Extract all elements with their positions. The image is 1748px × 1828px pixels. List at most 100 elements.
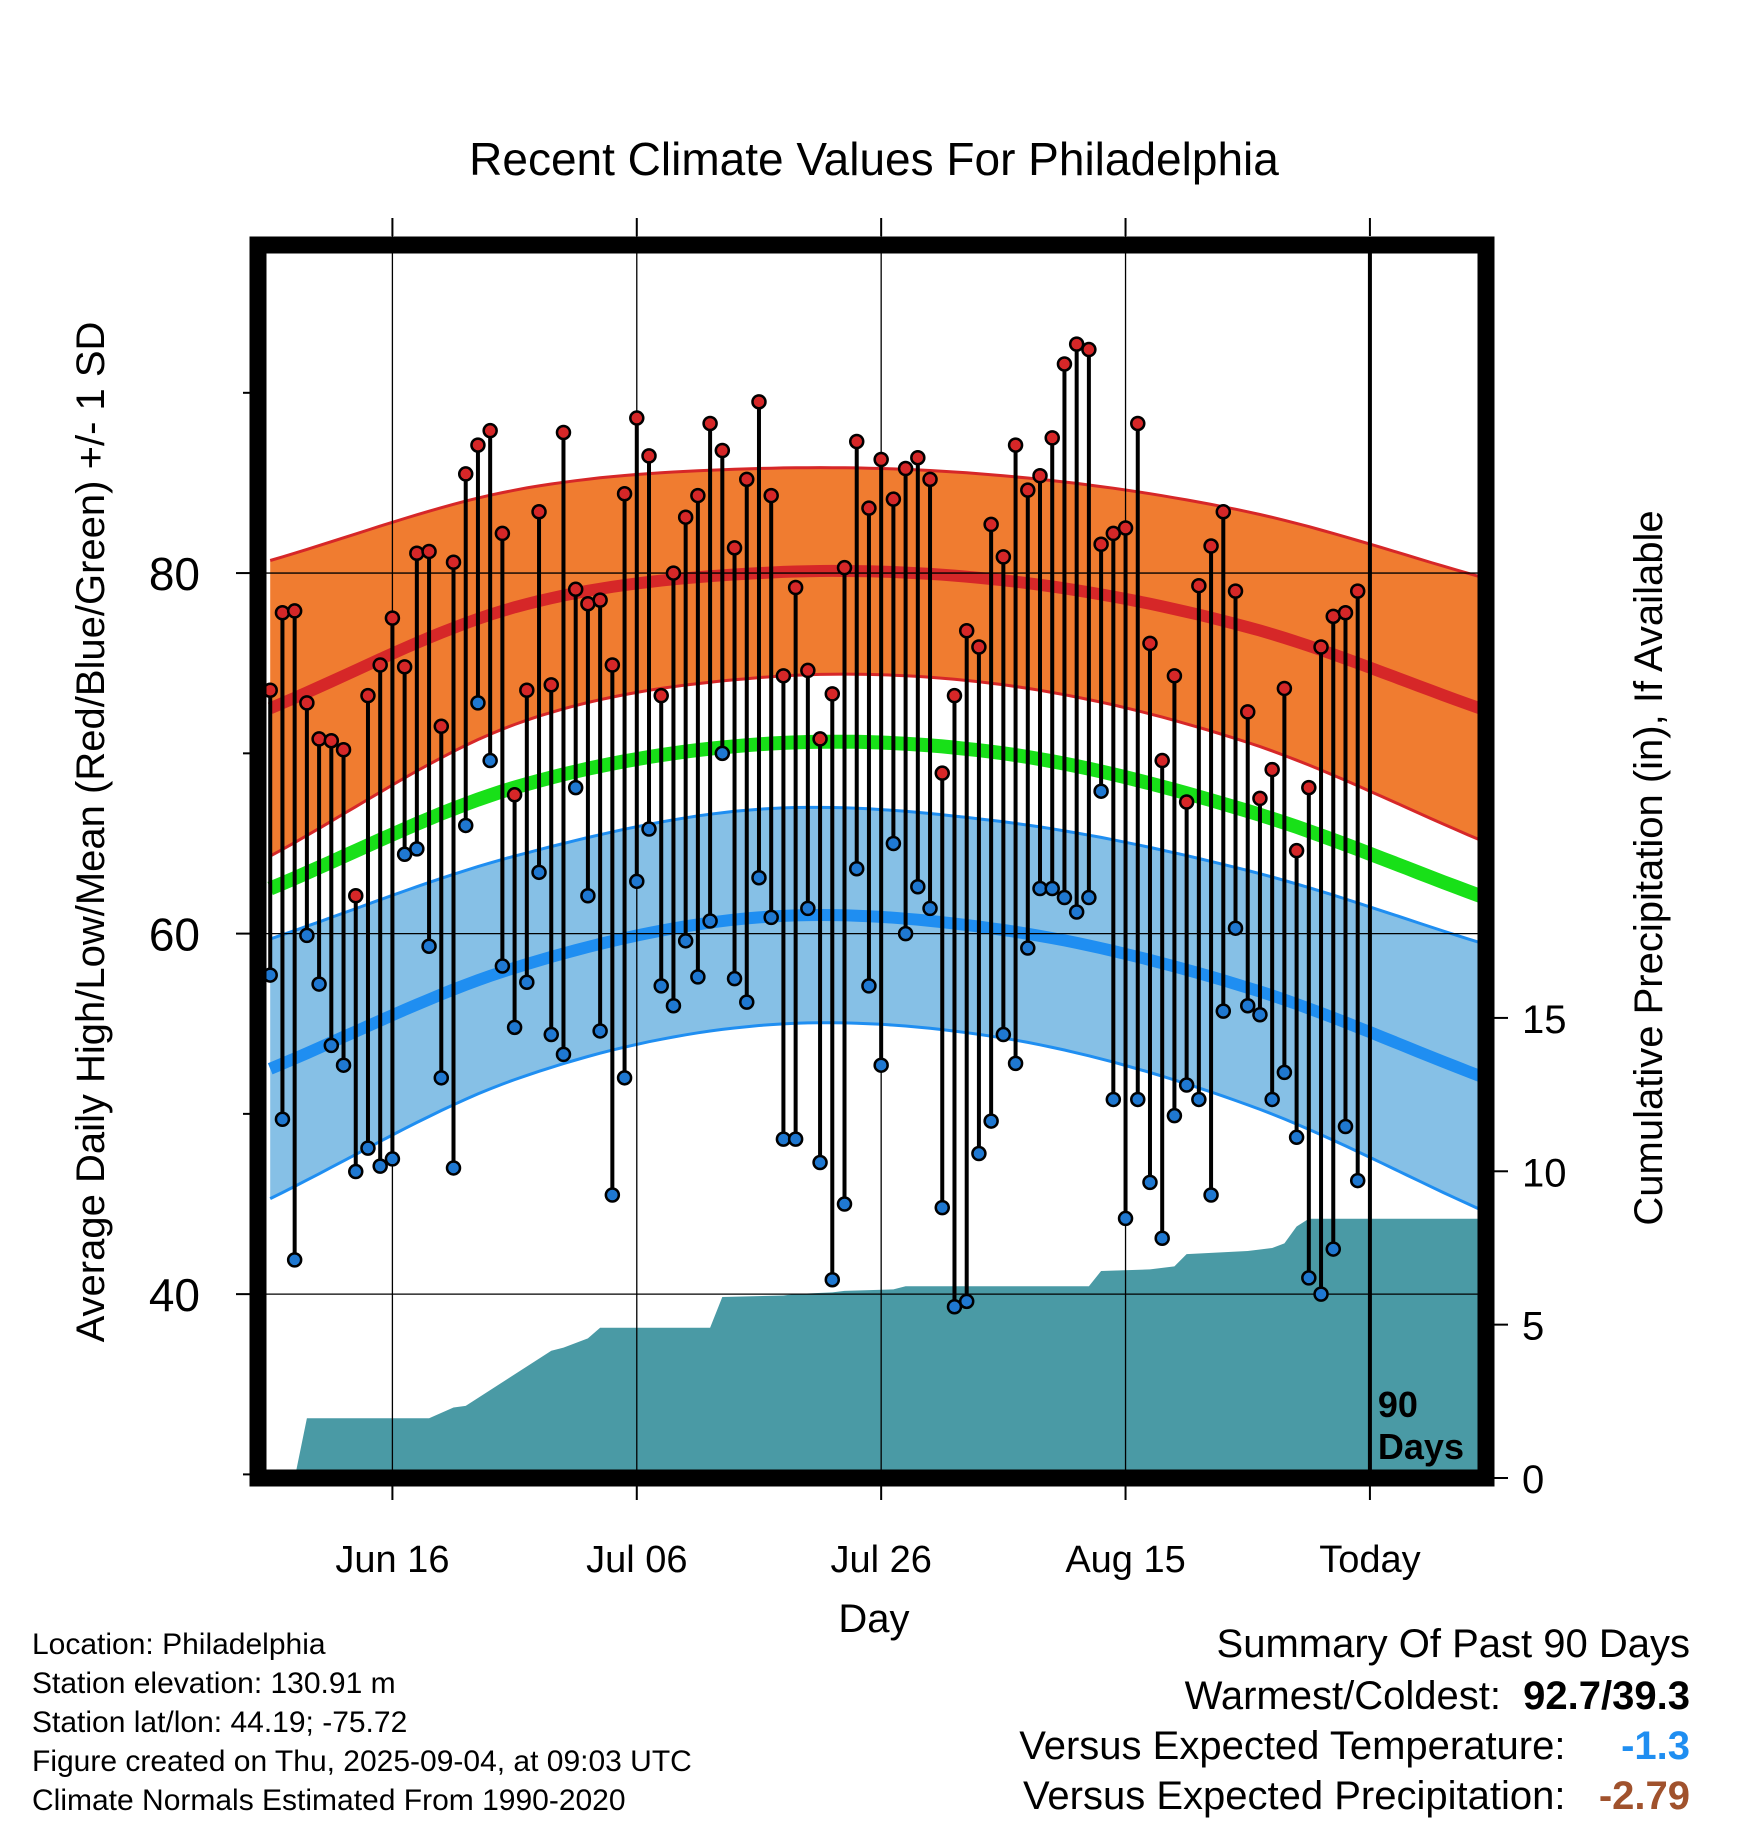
low-point: [763, 909, 779, 926]
high-point: [1313, 639, 1329, 655]
low-point: [910, 878, 926, 895]
summary-warmest-value: 92.7/39.3: [1523, 1674, 1690, 1718]
high-point: [946, 687, 963, 704]
info-location: Location: Philadelphia: [32, 1628, 326, 1661]
high-point: [1264, 761, 1280, 778]
low-point: [274, 1111, 291, 1128]
low-point: [1142, 1174, 1158, 1191]
low-point: [824, 1271, 841, 1288]
y-tick-label: 80: [149, 548, 200, 600]
low-point: [848, 860, 865, 877]
y2-tick-label: 0: [1522, 1458, 1544, 1502]
y-axis-label: Average Daily High/Low/Mean (Red/Blue/Gr…: [69, 322, 113, 1343]
high-point: [1191, 577, 1207, 594]
high-point: [1142, 635, 1158, 652]
high-point: [653, 687, 669, 704]
low-point: [543, 1026, 560, 1043]
low-sd-band: [270, 807, 1480, 1210]
high-point: [1068, 336, 1085, 352]
low-point: [531, 864, 547, 881]
high-point: [714, 442, 731, 459]
low-point: [1178, 1077, 1195, 1093]
high-point: [360, 687, 376, 704]
summary-title: Summary Of Past 90 Days: [1216, 1622, 1690, 1666]
high-point: [348, 888, 364, 904]
low-point: [348, 1163, 364, 1180]
low-point: [787, 1131, 804, 1147]
summary-precip-label: Versus Expected Precipitation:: [1022, 1774, 1566, 1818]
high-point: [433, 718, 450, 735]
high-sd-band: [270, 467, 1480, 857]
high-point: [824, 686, 841, 702]
x-tick-label: Jul 06: [586, 1539, 687, 1581]
low-sd-lower-edge: [269, 1021, 1481, 1211]
summary-temp: Versus Expected Temperature: -1.3: [1019, 1724, 1690, 1769]
low-point: [360, 1140, 376, 1156]
low-point: [384, 1151, 401, 1167]
y-tick-label: 60: [149, 909, 200, 961]
high-point: [800, 662, 816, 679]
low-point: [653, 978, 669, 994]
low-point: [812, 1154, 828, 1171]
low-point: [946, 1299, 963, 1315]
summary-temp-value: -1.3: [1621, 1724, 1690, 1768]
low-point: [286, 1252, 303, 1268]
y2-axis-label: Cumulative Precipitation (in), If Availa…: [1627, 510, 1671, 1225]
high-point: [445, 554, 462, 571]
high-point: [910, 449, 926, 466]
low-point: [739, 994, 755, 1010]
low-point: [1081, 889, 1097, 906]
high-point: [1020, 482, 1036, 498]
high-point: [1252, 790, 1268, 807]
high-point: [751, 394, 767, 410]
low-point: [506, 1019, 523, 1036]
y-tick-label: 40: [149, 1269, 200, 1321]
high-point: [372, 657, 388, 673]
summary-temp-label: Versus Expected Temperature:: [1019, 1724, 1566, 1768]
low-point: [1117, 1210, 1134, 1227]
y2-tick-label: 15: [1522, 998, 1567, 1042]
high-point: [1288, 842, 1305, 859]
low-point: [934, 1199, 951, 1216]
info-normals: Climate Normals Estimated From 1990-2020: [32, 1784, 626, 1817]
low-point: [873, 1057, 889, 1073]
low-point: [482, 752, 498, 769]
low-point: [1044, 880, 1060, 897]
low-point: [1252, 1006, 1268, 1023]
high-point: [897, 460, 914, 477]
low-point: [1239, 997, 1256, 1014]
low-point: [580, 888, 596, 904]
low-point: [885, 835, 902, 852]
high-point: [665, 565, 682, 581]
high-point: [482, 422, 498, 439]
high-point: [604, 657, 621, 673]
high-point: [616, 486, 633, 502]
low-point: [1166, 1107, 1183, 1124]
high-point: [934, 765, 951, 781]
high-point: [1044, 430, 1060, 446]
high-point: [1081, 341, 1097, 358]
low-point: [714, 745, 731, 762]
info-elevation: Station elevation: 130.91 m: [32, 1667, 396, 1700]
high-point: [1276, 680, 1293, 697]
low-point: [1130, 1091, 1146, 1108]
low-point: [629, 873, 645, 890]
high-point: [1203, 538, 1219, 554]
low-point: [1007, 1055, 1024, 1072]
high-point: [506, 787, 523, 803]
high-point: [690, 487, 706, 504]
high-point: [922, 471, 938, 488]
high-point: [726, 540, 743, 556]
high-point: [677, 509, 694, 525]
high-point: [1105, 525, 1122, 542]
x-axis-label: Day: [838, 1597, 909, 1641]
low-point: [1191, 1091, 1207, 1108]
high-point: [958, 623, 975, 639]
low-point: [323, 1037, 340, 1054]
today-marker-label-2: Days: [1378, 1426, 1464, 1467]
low-point: [1020, 940, 1036, 956]
info-created: Figure created on Thu, 2025-09-04, at 09…: [32, 1745, 692, 1778]
low-point: [616, 1070, 633, 1086]
